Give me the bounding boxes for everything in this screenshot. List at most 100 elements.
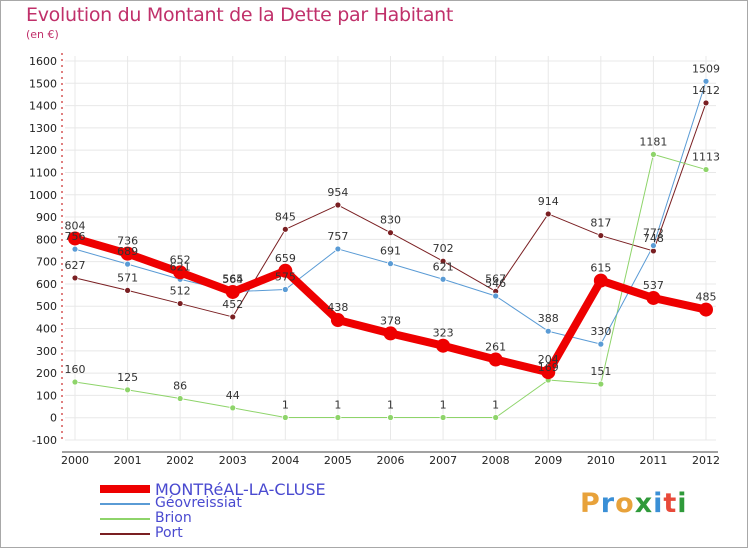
data-point [702, 77, 710, 85]
data-point [225, 284, 240, 299]
data-label: 388 [538, 312, 559, 325]
data-label: 1 [282, 398, 289, 411]
y-tick-label: 1200 [29, 144, 57, 157]
x-tick-label: 2002 [166, 454, 194, 467]
data-point [439, 414, 447, 421]
data-point [229, 404, 237, 412]
data-point [541, 365, 556, 380]
data-label: 160 [65, 363, 86, 376]
data-point [173, 265, 188, 280]
x-tick-label: 2003 [219, 454, 247, 467]
y-tick-label: 1600 [29, 55, 57, 68]
data-point [68, 231, 82, 246]
y-tick-label: 500 [36, 300, 57, 313]
y-tick-label: -100 [32, 434, 57, 447]
data-point [597, 232, 605, 239]
y-tick-label: 1100 [29, 166, 57, 179]
x-tick-label: 2011 [639, 454, 667, 467]
legend-label: Géovreissiat [155, 495, 242, 511]
data-point [597, 340, 605, 348]
data-point [492, 292, 500, 300]
data-label: 659 [275, 252, 296, 265]
data-point [646, 290, 661, 305]
data-label: 151 [590, 365, 611, 378]
data-label: 652 [170, 253, 191, 266]
legend-swatch [100, 533, 150, 535]
data-point [124, 386, 131, 394]
data-point [492, 414, 500, 421]
data-label: 1113 [692, 151, 720, 164]
data-point [544, 327, 552, 335]
data-label: 817 [590, 217, 611, 230]
data-point [439, 257, 447, 265]
data-point [597, 380, 605, 388]
y-tick-label: 1300 [29, 122, 57, 135]
proxiti-logo: Proxiti [580, 488, 688, 519]
data-point [488, 352, 503, 367]
data-label: 537 [643, 279, 664, 292]
data-point [387, 414, 394, 421]
data-label: 169 [538, 361, 559, 374]
data-label: 756 [65, 230, 86, 243]
legend-swatch [100, 485, 150, 493]
data-label: 86 [173, 380, 187, 393]
data-label: 621 [433, 260, 454, 273]
data-label: 1412 [692, 84, 720, 97]
data-point [334, 414, 342, 421]
data-point [650, 151, 657, 158]
data-label: 1 [334, 398, 341, 411]
legend-label: Brion [155, 510, 192, 526]
data-label: 567 [485, 272, 506, 285]
y-tick-label: 1500 [29, 77, 57, 90]
x-tick-label: 2005 [324, 454, 352, 467]
data-label: 627 [65, 259, 86, 272]
data-point [330, 313, 345, 328]
y-tick-label: 200 [36, 367, 57, 380]
data-point [334, 201, 342, 209]
x-tick-label: 2001 [114, 454, 142, 467]
data-point [334, 245, 342, 253]
y-tick-label: 400 [36, 323, 57, 336]
data-label: 485 [696, 291, 717, 304]
legend-label: MONTRéAL-LA-CLUSE [155, 480, 326, 499]
data-label: 691 [380, 245, 401, 258]
data-label: 1 [492, 398, 499, 411]
legend-label: Port [155, 525, 183, 541]
data-label: 702 [433, 242, 454, 255]
data-point [124, 260, 131, 268]
data-label: 914 [538, 195, 559, 208]
data-point [387, 260, 394, 268]
x-tick-label: 2009 [534, 454, 562, 467]
x-tick-label: 2008 [482, 454, 510, 467]
x-tick-label: 2004 [271, 454, 299, 467]
data-point [281, 225, 289, 233]
data-point [702, 99, 710, 107]
data-label: 323 [433, 327, 454, 340]
data-point [281, 286, 289, 293]
data-point [383, 326, 398, 341]
data-label: 575 [275, 271, 296, 284]
data-label: 830 [380, 214, 401, 227]
y-tick-label: 1400 [29, 100, 57, 113]
data-point [176, 395, 184, 402]
data-label: 1 [440, 398, 447, 411]
data-point [281, 414, 289, 421]
data-label: 1 [387, 398, 394, 411]
data-point [71, 274, 79, 282]
data-label: 330 [590, 325, 611, 338]
chart-subtitle: (en €) [26, 28, 59, 41]
line-chart: -100 0 100 200 300 400 500 600 700 800 900 1000 1100… [29, 53, 720, 467]
data-point [124, 287, 131, 294]
data-label: 452 [222, 298, 243, 311]
data-label: 44 [226, 389, 240, 402]
data-point [229, 313, 237, 321]
data-label: 512 [170, 285, 191, 298]
data-point [387, 229, 394, 237]
data-point [699, 302, 713, 317]
data-point [71, 378, 79, 386]
y-tick-label: 1000 [29, 189, 57, 202]
data-point [544, 210, 552, 218]
data-label: 571 [117, 271, 138, 284]
legend-swatch [100, 518, 150, 520]
